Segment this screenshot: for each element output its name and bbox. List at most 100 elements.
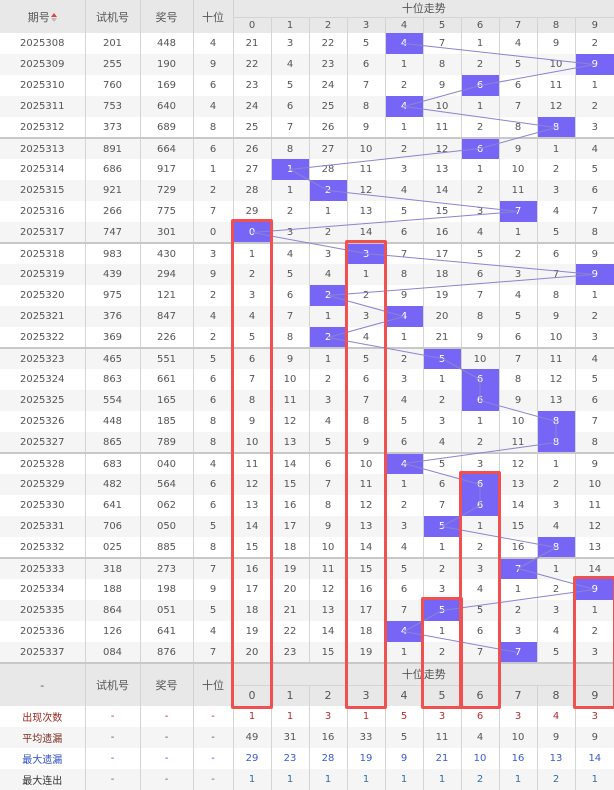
miss-count-cell: 19 bbox=[346, 642, 385, 663]
miss-count-cell: 3 bbox=[460, 201, 499, 222]
test-number-cell: 188 bbox=[84, 579, 140, 600]
miss-count-cell: 7 bbox=[460, 642, 499, 663]
tens-cell: 8 bbox=[192, 432, 233, 453]
miss-count-cell: 5 bbox=[536, 642, 575, 663]
stats-prize-cell: - bbox=[139, 706, 193, 727]
stats-value-cell: 1 bbox=[574, 769, 614, 790]
tens-cell: 6 bbox=[192, 369, 233, 390]
stats-value-cell: 11 bbox=[422, 727, 461, 748]
test-number-cell: 683 bbox=[84, 452, 140, 474]
test-number-cell: 706 bbox=[84, 516, 140, 537]
miss-count-cell: 5 bbox=[232, 327, 271, 348]
miss-count-cell: 3 bbox=[536, 495, 575, 516]
prize-number-cell: 448 bbox=[139, 33, 193, 54]
table-row: 2025332 025 885 8 15 18 10 14 4 1 2 16 8 13 bbox=[0, 537, 614, 558]
hit-cell: 4 bbox=[384, 306, 423, 327]
miss-count-cell: 26 bbox=[232, 137, 271, 159]
miss-count-cell: 10 bbox=[346, 137, 385, 159]
miss-count-cell: 5 bbox=[460, 600, 499, 621]
stats-value-cell: 3 bbox=[498, 706, 537, 727]
miss-count-cell: 1 bbox=[460, 96, 499, 117]
issue-cell: 2025331 bbox=[0, 516, 85, 537]
miss-count-cell: 14 bbox=[346, 222, 385, 243]
hit-cell: 5 bbox=[422, 600, 461, 621]
miss-count-cell: 3 bbox=[574, 117, 614, 138]
miss-count-cell: 7 bbox=[422, 495, 461, 516]
miss-count-cell: 9 bbox=[498, 390, 537, 411]
prize-number-cell: 198 bbox=[139, 579, 193, 600]
miss-count-cell: 9 bbox=[460, 327, 499, 348]
test-number-cell: 753 bbox=[84, 96, 140, 117]
miss-count-cell: 13 bbox=[232, 495, 271, 516]
miss-count-cell: 29 bbox=[232, 201, 271, 222]
issue-cell: 2025310 bbox=[19, 80, 65, 91]
hit-cell: 9 bbox=[574, 264, 614, 285]
issue-column-header[interactable]: 期号 bbox=[0, 0, 85, 33]
miss-count-cell: 1 bbox=[460, 159, 499, 180]
prize-number-cell: 040 bbox=[139, 452, 193, 474]
hit-cell: 4 bbox=[384, 621, 423, 642]
prize-number-cell: 640 bbox=[139, 96, 193, 117]
issue-cell: 2025309 bbox=[0, 54, 85, 75]
issue-cell: 2025333 bbox=[0, 557, 85, 579]
miss-count-cell: 1 bbox=[422, 369, 461, 390]
miss-count-cell: 7 bbox=[574, 411, 614, 432]
test-number-cell: 554 bbox=[84, 390, 140, 411]
stats-value-cell: 1 bbox=[498, 769, 537, 790]
miss-count-cell: 20 bbox=[232, 642, 271, 663]
table-row: 2025331 706 050 5 14 17 9 13 3 5 1 15 4 12 bbox=[0, 516, 614, 537]
miss-count-cell: 2 bbox=[384, 347, 423, 369]
issue-cell: 2025315 bbox=[0, 180, 85, 201]
miss-count-cell: 1 bbox=[460, 411, 499, 432]
table-row: 2025308 201 448 4 21 3 22 5 4 7 1 4 9 2 bbox=[0, 33, 614, 54]
miss-count-cell: 23 bbox=[232, 75, 271, 96]
miss-count-cell: 10 bbox=[574, 474, 614, 495]
miss-count-cell: 14 bbox=[346, 537, 385, 558]
tens-cell: 4 bbox=[192, 33, 233, 54]
stats-value-cell: 2 bbox=[536, 769, 575, 790]
miss-count-cell: 1 bbox=[460, 33, 499, 54]
tens-cell: 0 bbox=[192, 222, 233, 243]
miss-count-cell: 7 bbox=[384, 600, 423, 621]
miss-count-cell: 11 bbox=[346, 159, 385, 180]
miss-count-cell: 9 bbox=[232, 411, 271, 432]
stats-value-cell: 1 bbox=[422, 769, 461, 790]
miss-count-cell: 1 bbox=[574, 75, 614, 96]
tens-cell: 5 bbox=[192, 600, 233, 621]
digit-header-2: 2 bbox=[308, 16, 347, 33]
miss-count-cell: 4 bbox=[536, 516, 575, 537]
miss-count-cell: 7 bbox=[384, 242, 423, 264]
miss-count-cell: 8 bbox=[498, 117, 537, 138]
miss-count-cell: 2 bbox=[270, 201, 309, 222]
miss-count-cell: 8 bbox=[574, 432, 614, 453]
miss-count-cell: 5 bbox=[384, 411, 423, 432]
miss-count-cell: 2 bbox=[460, 54, 499, 75]
miss-count-cell: 6 bbox=[270, 96, 309, 117]
tens-cell: 7 bbox=[192, 557, 233, 579]
test-number-cell: 448 bbox=[84, 411, 140, 432]
miss-count-cell: 12 bbox=[232, 474, 271, 495]
stats-value-cell: 1 bbox=[270, 706, 309, 727]
miss-count-cell: 3 bbox=[574, 327, 614, 348]
miss-count-cell: 4 bbox=[232, 306, 271, 327]
sort-icon[interactable] bbox=[50, 13, 57, 22]
prize-number-cell: 661 bbox=[139, 369, 193, 390]
issue-cell: 2025321 bbox=[0, 306, 85, 327]
miss-count-cell: 21 bbox=[270, 600, 309, 621]
miss-count-cell: 14 bbox=[574, 557, 614, 579]
prize-number-cell: 641 bbox=[139, 621, 193, 642]
miss-count-cell: 1 bbox=[574, 285, 614, 306]
miss-count-cell: 9 bbox=[574, 242, 614, 264]
hit-cell: 8 bbox=[536, 432, 575, 453]
miss-count-cell: 2 bbox=[574, 33, 614, 54]
miss-count-cell: 8 bbox=[270, 327, 309, 348]
tens-cell: 4 bbox=[192, 621, 233, 642]
stats-value-cell: 10 bbox=[498, 727, 537, 748]
miss-count-cell: 10 bbox=[498, 411, 537, 432]
table-row: 2025309 255 190 9 22 4 23 6 1 8 2 5 10 9 bbox=[0, 54, 614, 75]
miss-count-cell: 2 bbox=[536, 579, 575, 600]
stats-value-cell: 5 bbox=[384, 706, 423, 727]
miss-count-cell: 4 bbox=[536, 201, 575, 222]
stats-test-cell: - bbox=[84, 769, 140, 790]
